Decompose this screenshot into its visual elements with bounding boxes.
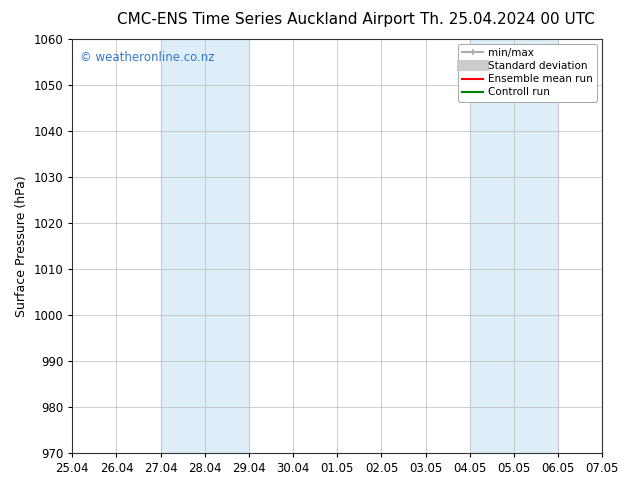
Bar	[160, 39, 249, 453]
Y-axis label: Surface Pressure (hPa): Surface Pressure (hPa)	[15, 175, 28, 317]
Text: CMC-ENS Time Series Auckland Airport: CMC-ENS Time Series Auckland Airport	[117, 12, 415, 27]
Legend: min/max, Standard deviation, Ensemble mean run, Controll run: min/max, Standard deviation, Ensemble me…	[458, 44, 597, 101]
Text: © weatheronline.co.nz: © weatheronline.co.nz	[81, 51, 215, 64]
Bar	[470, 39, 558, 453]
Text: Th. 25.04.2024 00 UTC: Th. 25.04.2024 00 UTC	[420, 12, 595, 27]
